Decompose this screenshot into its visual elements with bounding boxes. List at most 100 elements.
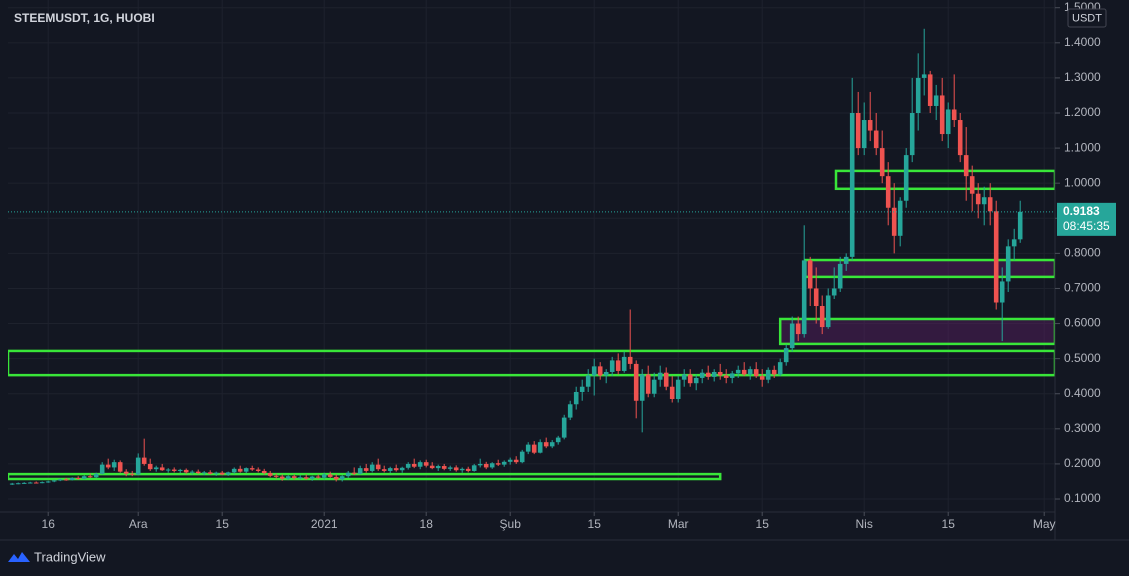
candle-body [39,482,45,484]
x-tick-label: 2021 [311,517,338,531]
candle-body [549,442,555,447]
candle-body [843,256,849,264]
candle-body [81,476,87,479]
candle-body [351,472,357,474]
last-price-label: 0.9183 [1063,204,1100,218]
candle-body [453,467,459,471]
candle-body [435,466,441,469]
candle-body [801,260,807,335]
y-tick-label: 0.6000 [1064,316,1101,330]
currency-badge[interactable] [1067,8,1107,28]
candle-body [759,376,765,380]
candle-body [225,472,231,475]
candle-body [123,471,129,474]
candle-body [207,472,213,474]
candle-body [231,468,237,473]
candle-body [915,77,921,113]
candle-body [51,480,57,482]
candle-body [867,120,873,131]
chart-title: STEEMUSDT, 1G, HUOBI [14,11,155,25]
candle-body [21,482,27,484]
last-price-badge [1057,202,1116,236]
candle-body [591,366,597,376]
candle-body [339,476,345,480]
candle-body [489,463,495,468]
candle-body [147,463,153,470]
candle-body [93,473,99,478]
candle-body [723,375,729,378]
candle-body [1005,246,1011,282]
candle-body [729,373,735,378]
candle-body [909,112,915,156]
candle-body [165,469,171,471]
candle-body [33,482,39,484]
zone [834,169,1055,191]
candle-body [519,451,525,463]
y-tick-label: 0.1000 [1064,491,1101,505]
y-tick-label: 0.4000 [1064,386,1101,400]
candle-body [285,476,291,479]
x-tick-label: 15 [216,517,230,531]
candle-body [1011,239,1017,247]
candle-body [369,464,375,471]
candle-body [255,469,261,471]
x-tick-label: Nis [856,517,873,531]
candle-body [111,462,117,468]
candle-body [459,468,465,471]
candle-body [777,362,783,375]
candle-body [483,463,489,468]
candle-body [411,463,417,467]
candle-body [873,130,879,149]
candle-body [633,363,639,401]
candle-body [555,437,561,443]
candle-body [393,468,399,471]
candle-body [387,468,393,471]
candle-body [405,463,411,468]
candle-body [597,366,603,376]
y-tick-label: 0.3000 [1064,421,1101,435]
y-tick-label: 1.2000 [1064,105,1101,119]
candle-body [825,295,831,328]
candle-body [525,444,531,452]
zone [8,472,722,481]
candle-body [711,371,717,377]
candle-body [357,468,363,474]
candle-body [177,469,183,471]
logo-icon [8,552,30,562]
candle-body [951,109,957,121]
candle-body [105,464,111,468]
zone [778,317,1055,346]
candle-body [879,148,885,177]
candle-body [279,476,285,479]
x-tick-label: Mar [668,517,689,531]
candle-body [603,371,609,376]
candle-body [819,306,825,328]
candle-body [135,457,141,475]
candle-body [861,120,867,149]
candle-body [963,155,969,177]
candle-body [495,463,501,465]
logo[interactable]: TradingView [8,549,106,564]
candle-body [717,371,723,376]
candle-body [129,473,135,475]
candle-body [615,360,621,371]
candle-body [315,476,321,478]
candle-body [375,464,381,470]
candle-body [735,369,741,374]
candle-body [957,120,963,156]
y-tick-label: 1.3000 [1064,70,1101,84]
candle-body [531,444,537,453]
candle-body [921,74,927,78]
candle-body [567,404,573,418]
x-tick-label: 16 [42,517,56,531]
x-tick-label: May [1033,517,1056,531]
y-tick-label: 0.7000 [1064,281,1101,295]
candle-body [345,472,351,477]
candle-body [201,472,207,474]
candle-body [945,109,951,135]
candle-body [417,462,423,467]
candle-body [687,374,693,384]
x-tick-label: Ara [129,517,148,531]
